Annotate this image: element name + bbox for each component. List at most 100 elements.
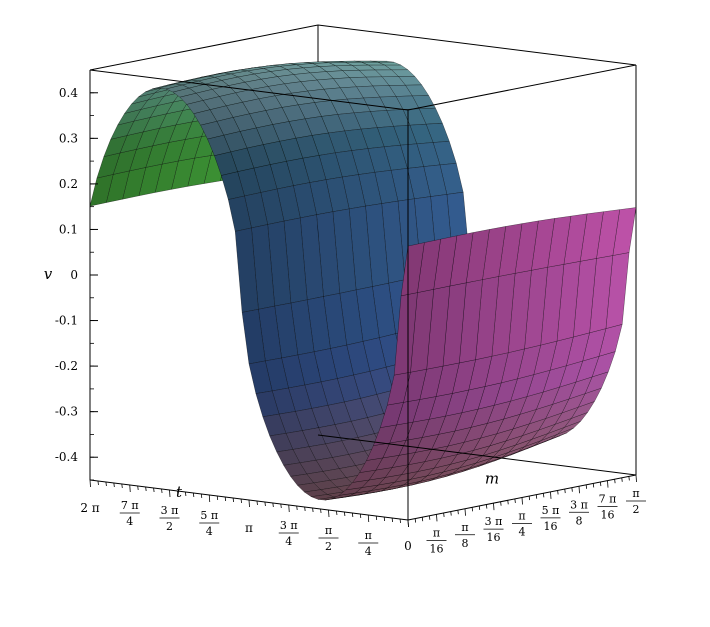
m-tick-mark	[407, 519, 409, 528]
m-tick-label: 3 π16	[483, 515, 504, 544]
m-tick-mark	[428, 515, 431, 520]
m-tick-label: π 16	[426, 526, 447, 555]
m-tick-mark	[535, 494, 538, 499]
tick-numerator: π	[632, 487, 639, 500]
tick-numerator: 7 π	[121, 499, 139, 512]
tick-denominator: 16	[487, 531, 501, 544]
z-tick-label: 0.4	[59, 86, 78, 100]
box-edge	[89, 69, 409, 111]
m-tick-mark	[478, 505, 481, 510]
t-tick-mark	[185, 491, 187, 497]
m-tick-label: π4	[512, 510, 532, 539]
m-tick-mark	[521, 497, 523, 505]
t-tick-label: π2	[318, 524, 339, 553]
t-tick-mark	[280, 503, 282, 509]
tick-numerator: 5 π	[542, 504, 560, 517]
t-tick-mark	[383, 516, 386, 522]
surface-mesh	[89, 60, 637, 501]
m-tick-mark	[507, 500, 509, 505]
m-tick-mark	[464, 508, 466, 516]
t-tick-mark	[272, 502, 274, 508]
t-tick-mark	[216, 495, 219, 501]
t-tick-mark	[391, 517, 393, 523]
tick-denominator: 4	[206, 525, 213, 538]
m-tick-mark	[485, 504, 488, 509]
m-tick-mark	[514, 498, 516, 503]
m-tick-label: 3 π8	[569, 498, 589, 527]
t-tick-mark	[121, 483, 123, 489]
m-tick-mark	[414, 518, 417, 523]
tick-numerator: 3 π	[280, 519, 298, 532]
t-tick-mark	[399, 518, 401, 524]
t-tick-mark	[137, 485, 139, 491]
t-tick-mark	[359, 513, 362, 519]
t-tick-mark	[344, 511, 346, 517]
t-tick-mark	[97, 480, 99, 486]
t-tick-label: π	[245, 521, 253, 535]
tick-numerator: π	[325, 524, 332, 537]
t-tick-mark	[224, 496, 227, 502]
t-tick-label: 3 π4	[278, 519, 299, 548]
m-tick-label: π8	[455, 521, 475, 550]
t-tick-mark	[153, 487, 155, 493]
z-tick-label: 0.2	[59, 177, 78, 191]
m-axis-title: m	[485, 470, 499, 488]
t-tick-mark	[256, 500, 258, 506]
z-tick-label: -0.3	[55, 405, 78, 419]
tick-denominator: 2	[325, 540, 332, 553]
tick-numerator: 3 π	[485, 515, 503, 528]
tick-denominator: 4	[519, 526, 526, 539]
t-tick-mark	[200, 493, 203, 499]
t-tick-mark	[375, 515, 378, 521]
t-tick-mark	[105, 481, 107, 487]
t-tick-label: 3 π2	[159, 504, 180, 533]
t-tick-mark	[304, 506, 306, 512]
t-tick-label: 7 π4	[119, 499, 140, 528]
t-tick-label: π4	[358, 529, 379, 558]
box-edge	[317, 24, 637, 66]
tick-denominator: 16	[544, 520, 558, 533]
t-axis-title: t	[176, 483, 183, 501]
t-tick-mark	[232, 497, 234, 503]
m-tick-mark	[571, 487, 573, 492]
m-tick-label: 7 π16	[597, 493, 618, 522]
m-tick-mark	[500, 501, 502, 506]
tick-numerator: 3 π	[570, 498, 588, 511]
z-tick-label: -0.2	[55, 359, 78, 373]
tick-denominator: 4	[365, 545, 372, 558]
m-tick-mark	[450, 511, 452, 516]
m-tick-mark	[564, 489, 566, 494]
m-tick-mark	[621, 477, 623, 482]
tick-numerator: 7 π	[599, 493, 617, 506]
m-tick-mark	[436, 514, 438, 522]
m-tick-mark	[557, 490, 559, 495]
m-tick-mark	[421, 517, 424, 522]
t-tick-mark	[320, 508, 322, 514]
m-tick-mark	[628, 476, 630, 481]
tick-denominator: 2	[633, 503, 640, 516]
t-tick-mark	[288, 504, 290, 513]
m-tick-mark	[578, 486, 580, 494]
z-tick-label: 0	[70, 268, 78, 282]
tick-denominator: 16	[601, 509, 615, 522]
tick-denominator: 8	[576, 514, 583, 527]
tick-value: 2 π	[80, 501, 99, 515]
m-tick-label: 5 π16	[540, 504, 561, 533]
tick-numerator: 5 π	[200, 509, 218, 522]
m-tick-mark	[550, 491, 552, 499]
t-tick-mark	[367, 514, 370, 523]
t-tick-label: 2 π	[80, 501, 99, 515]
m-tick-mark	[592, 483, 595, 488]
z-tick-label: -0.4	[55, 450, 79, 464]
tick-value: π	[245, 521, 253, 535]
m-tick-label: 0	[404, 539, 412, 553]
m-tick-mark	[635, 474, 637, 483]
tick-numerator: π	[518, 510, 525, 523]
t-tick-mark	[177, 490, 179, 496]
m-tick-mark	[607, 480, 609, 488]
z-tick-label: -0.1	[55, 314, 78, 328]
z-axis-title: v	[44, 265, 53, 283]
